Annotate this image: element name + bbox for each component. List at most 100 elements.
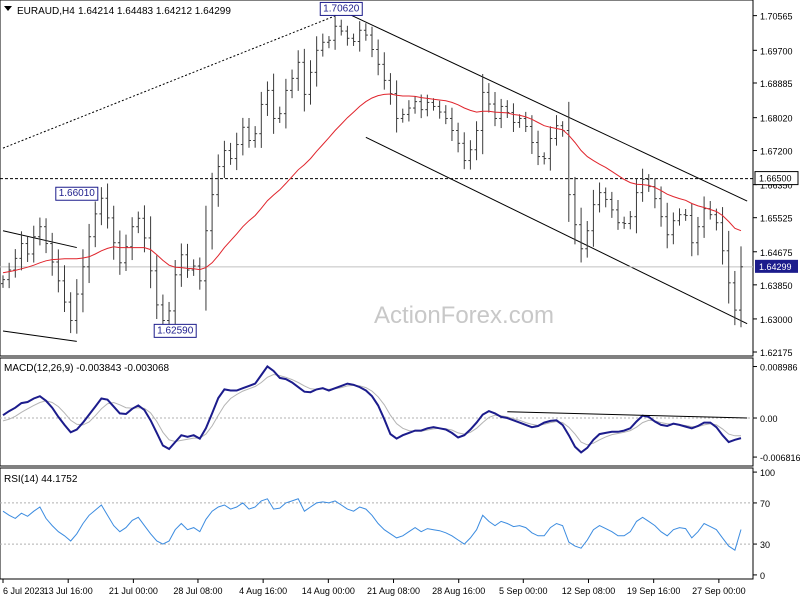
upper-channel-line: [347, 12, 748, 202]
price-bar: [74, 279, 79, 334]
rsi-axis-ticks: 100 70 30 0: [753, 468, 775, 581]
price-bar: [536, 130, 541, 166]
price-annotations: 1.70620 1.66010 1.62590: [55, 1, 363, 338]
price-bar: [191, 259, 196, 276]
price-bar: [628, 211, 633, 230]
price-bar: [247, 117, 251, 148]
time-tick-label: 13 Jul 16:00: [44, 586, 93, 596]
time-tick-label: 5 Sep 00:00: [499, 586, 548, 596]
moving-average-line: [2, 93, 742, 274]
price-bar: [25, 236, 30, 262]
rsi-level-lines: [0, 502, 753, 545]
price-bar: [111, 205, 116, 260]
rsi-tick-label: 100: [760, 468, 775, 478]
price-bar: [493, 92, 497, 127]
rsi-panel: RSI(14) 44.1752 100 70 30 0: [0, 467, 775, 581]
current-price-box: [755, 259, 798, 273]
price-header-symbol: EURAUD,H4: [17, 6, 75, 17]
current-price-label: 1.64299: [759, 262, 792, 272]
macd-axis-ticks: 0.008986 0.00 -0.006816: [753, 363, 800, 463]
price-bar: [579, 207, 584, 263]
price-bar: [240, 117, 245, 156]
macd-signal-line: [2, 373, 741, 446]
price-bar: [542, 152, 547, 165]
price-bar: [572, 176, 577, 245]
time-tick-label: 4 Aug 16:00: [239, 586, 287, 596]
price-bar: [665, 202, 670, 249]
price-bar: [671, 212, 676, 245]
price-tick-label: 1.63850: [760, 281, 793, 291]
price-bar: [99, 187, 104, 226]
price-bar: [333, 16, 338, 50]
wedge-bottom-line: [2, 330, 77, 342]
price-bar: [31, 225, 36, 263]
price-header-ohlc: 1.64214 1.64483 1.64212 1.64299: [78, 6, 231, 17]
price-bar: [499, 98, 504, 129]
annotation-label: 1.62590: [157, 325, 194, 336]
price-annotation: 1.62590: [153, 323, 197, 338]
price-bar: [203, 205, 208, 311]
price-bar: [142, 205, 147, 253]
price-bar: [259, 91, 264, 148]
rsi-tick-label: 30: [760, 540, 770, 550]
price-bar: [283, 78, 288, 129]
price-bar: [449, 107, 454, 142]
price-bar: [622, 216, 627, 229]
macd-panel: MACD(12,26,9) -0.003843 -0.003068 0.0089…: [0, 357, 800, 467]
panel-collapse-icon[interactable]: [4, 6, 12, 11]
annotation-box: [55, 186, 99, 201]
price-panel: EURAUD,H4 1.64214 1.64483 1.64212 1.6429…: [0, 0, 799, 358]
price-bar: [591, 189, 596, 247]
price-bar: [480, 74, 485, 155]
current-price-marker: 1.64299: [755, 259, 798, 273]
price-tick-label: 1.70565: [760, 12, 793, 22]
price-bar: [419, 94, 424, 119]
macd-tick-label: -0.006816: [760, 453, 800, 463]
price-bar: [93, 201, 98, 248]
price-annotation: 1.70620: [319, 1, 363, 16]
price-bar: [597, 182, 602, 213]
macd-tick-label: 0.008986: [760, 363, 798, 373]
price-bar: [130, 217, 135, 261]
price-bar: [290, 69, 295, 99]
price-bar: [720, 207, 725, 265]
price-bar: [431, 98, 436, 111]
price-bar: [314, 36, 319, 87]
annotation-box: [153, 323, 197, 338]
price-bar: [413, 96, 418, 114]
time-axis: 6 Jul 2023 13 Jul 16:00 21 Jul 00:00 28 Jul…: [2, 579, 746, 596]
price-bar: [1, 275, 5, 288]
rsi-panel-frame: [0, 467, 754, 580]
price-bar: [739, 246, 743, 328]
price-bar: [363, 23, 368, 41]
price-bar: [216, 154, 221, 207]
price-bar: [124, 234, 128, 271]
price-bar: [634, 178, 639, 234]
annotation-label: 1.66010: [59, 188, 96, 199]
price-tick-label: 1.63000: [760, 315, 793, 325]
price-bar: [7, 262, 12, 289]
price-bar: [554, 115, 559, 146]
price-tick-label: 1.68885: [760, 79, 793, 89]
price-bar: [443, 105, 448, 125]
price-panel-frame: [0, 0, 754, 357]
price-bar: [185, 243, 190, 278]
price-tick-label: 1.68020: [760, 114, 793, 124]
price-bar: [117, 230, 122, 275]
time-tick-label: 19 Sep 16:00: [627, 586, 681, 596]
price-bar: [714, 208, 719, 231]
price-bar: [406, 100, 411, 122]
macd-line: [2, 364, 742, 454]
price-bar: [609, 191, 614, 218]
price-bar: [179, 243, 184, 287]
price-bar: [271, 73, 276, 134]
price-bar: [462, 132, 467, 170]
macd-trendline: [507, 411, 748, 419]
price-bar: [529, 115, 534, 154]
price-bar: [50, 232, 55, 276]
level-marker-label: 1.66500: [759, 174, 792, 184]
macd-trendline: [507, 411, 748, 419]
price-bar: [277, 106, 282, 123]
price-markers: 1.66500 1.64299: [754, 171, 799, 273]
price-bar: [505, 100, 510, 118]
